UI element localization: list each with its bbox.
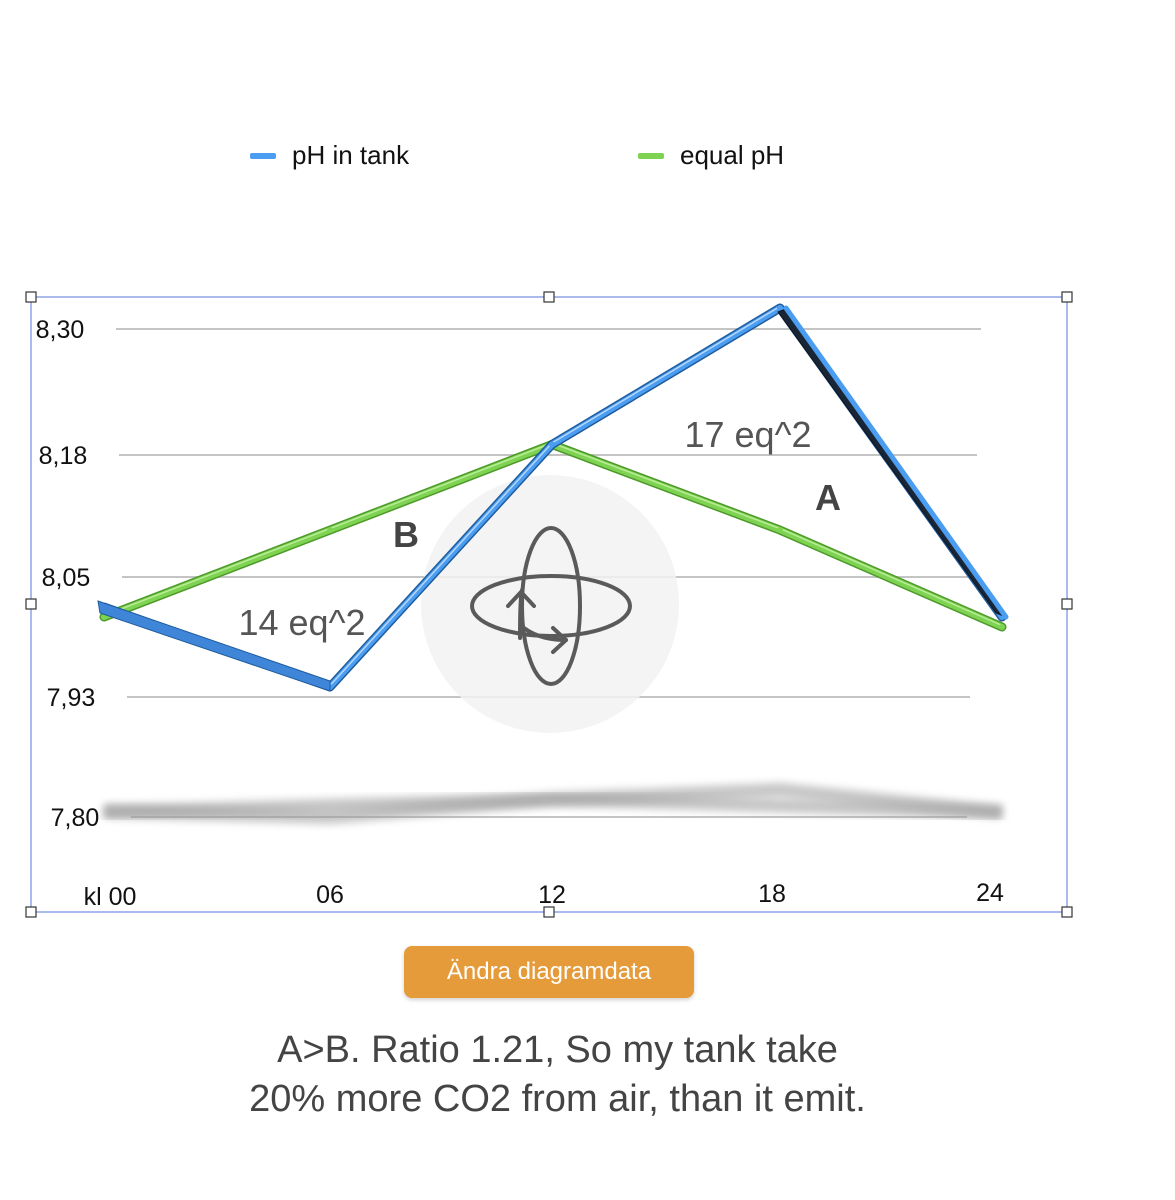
y-axis-labels: 8,30 8,18 8,05 7,93 7,80: [36, 316, 100, 832]
series-ribbon-face: [97, 600, 331, 692]
resize-handle-top-left[interactable]: [25, 291, 37, 303]
x-tick-label: 06: [316, 881, 344, 909]
data-point: [777, 527, 783, 534]
x-tick-label: 12: [538, 881, 566, 909]
legend-label-equal-ph: equal pH: [680, 140, 785, 170]
y-tick-label: 8,30: [36, 316, 85, 344]
resize-handle-top-right[interactable]: [1061, 291, 1073, 303]
data-point: [101, 614, 107, 620]
chart-annotations: 17 eq^2A 14 eq^2 B: [238, 414, 841, 643]
caption-line-2: 20% more CO2 from air, than it emit.: [249, 1078, 866, 1120]
data-point: [777, 305, 783, 311]
data-point: [999, 624, 1005, 630]
rotate-3d-icon: [470, 526, 632, 686]
y-tick-label: 8,18: [39, 442, 88, 470]
y-tick-label: 7,93: [47, 684, 96, 712]
chart-series: [97, 303, 1009, 692]
edit-chart-data-button[interactable]: Ändra diagramdata: [404, 946, 694, 998]
resize-handle-bottom[interactable]: [543, 906, 555, 918]
x-axis-labels: kl 00 06 12 18 24: [84, 879, 1004, 911]
resize-handle-left[interactable]: [25, 598, 37, 610]
rotate-control-background: [421, 475, 679, 733]
y-tick-label: 8,05: [42, 564, 91, 592]
legend-swatch-equal-ph: [638, 152, 664, 159]
selection-frame[interactable]: [25, 291, 1073, 918]
resize-handle-bottom-right[interactable]: [1061, 906, 1073, 918]
y-tick-label: 7,80: [51, 804, 100, 832]
series-shadow: [103, 792, 1003, 820]
resize-handle-bottom-left[interactable]: [25, 906, 37, 918]
chart-caption: A>B. Ratio 1.21, So my tank take 20% mor…: [0, 1026, 1115, 1124]
series-line: [783, 305, 1009, 620]
annotation-area-b-value: 14 eq^2: [238, 602, 365, 643]
x-tick-label: kl 00: [84, 883, 137, 911]
legend-swatch-ph-in-tank: [250, 152, 276, 159]
x-tick-label: 18: [758, 880, 786, 908]
data-point: [327, 527, 333, 534]
legend-item-ph-in-tank: pH in tank: [250, 140, 409, 171]
x-tick-label: 24: [976, 879, 1004, 907]
caption-line-1: A>B. Ratio 1.21, So my tank take: [277, 1029, 838, 1071]
chart-floor-shadows: [103, 782, 1003, 825]
legend-item-equal-ph: equal pH: [638, 140, 784, 171]
data-point: [549, 441, 555, 448]
annotation-area-a-value: 17 eq^2: [684, 414, 811, 455]
annotation-area-b-label: B: [393, 514, 419, 555]
resize-handle-top[interactable]: [543, 291, 555, 303]
chart-legend: pH in tank equal pH: [0, 140, 1175, 176]
rotate-control[interactable]: [421, 475, 679, 733]
legend-label-ph-in-tank: pH in tank: [292, 140, 410, 170]
resize-handle-right[interactable]: [1061, 598, 1073, 610]
annotation-area-a-label: A: [815, 477, 841, 518]
